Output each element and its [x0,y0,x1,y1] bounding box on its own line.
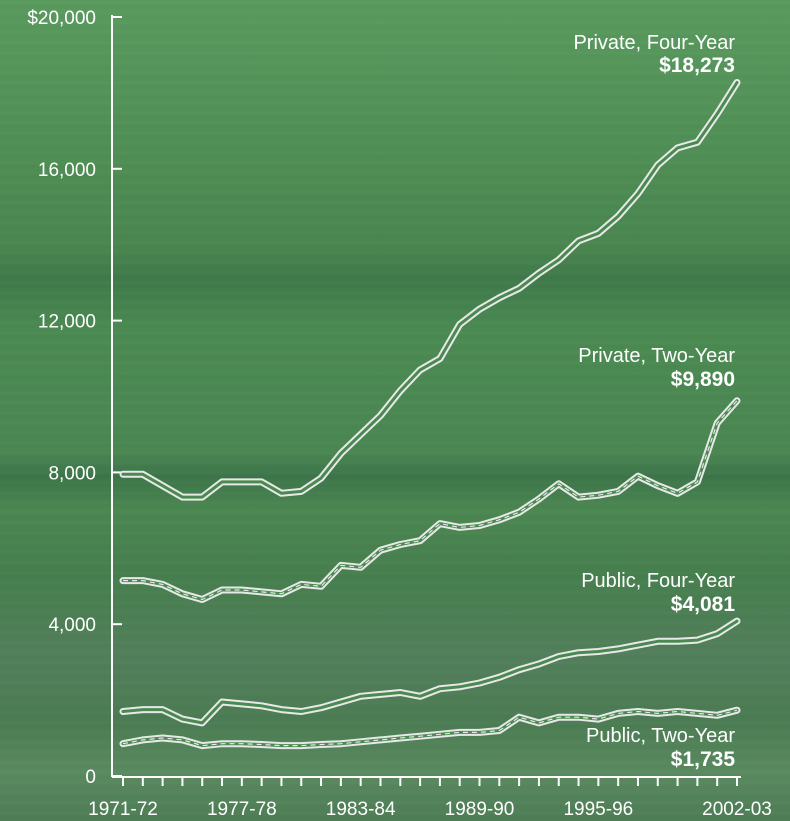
y-tick-label: 12,000 [38,312,96,333]
series-name-label: Private, Four-Year [573,32,735,54]
series-line-outer [119,79,741,501]
x-tick-label: 1977-78 [207,799,277,820]
series-1 [119,397,741,603]
series-value-label: $18,273 [659,54,735,77]
axes: 0 4,000 8,000 12,000 16,000 $20,000 1971-72 197… [27,8,772,820]
series-value-label: $1,735 [671,748,736,771]
series-line-dash [123,400,738,601]
y-tick-label: 4,000 [48,615,96,636]
series-3 [119,706,741,750]
series-name-label: Public, Two-Year [586,725,735,747]
series-name-label: Private, Two-Year [578,345,735,367]
y-tick-label: $20,000 [27,8,96,29]
y-tick-label: 16,000 [38,160,96,181]
series-line-dash [122,709,738,747]
series-0 [119,79,741,501]
series-line-inner [121,81,739,499]
series-value-label: $9,890 [671,368,735,391]
y-tick-label: 0 [85,767,96,788]
x-tick-label: 1971-72 [88,799,158,820]
x-tick-label: 1995-96 [563,799,633,820]
series-name-label: Public, Four-Year [581,570,735,592]
x-tick-label: 1989-90 [445,799,515,820]
series-lines [119,79,741,750]
series-2 [119,617,741,727]
series-labels: Private, Four-Year$18,273 Private, Two-Ye… [573,32,735,771]
series-line-inner [121,619,739,725]
x-tick-label: 2002-03 [702,799,772,820]
y-tick-label: 8,000 [48,463,96,484]
x-tick-label: 1983-84 [326,799,396,820]
series-value-label: $4,081 [671,593,736,616]
